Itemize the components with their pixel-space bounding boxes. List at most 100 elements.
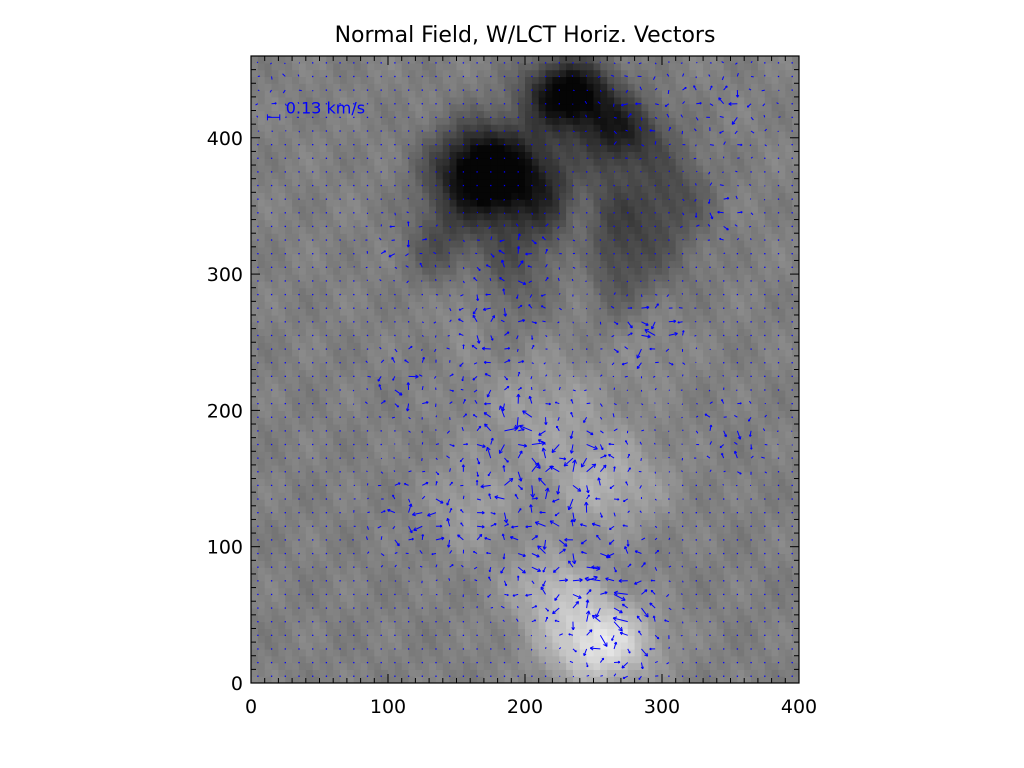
heatmap-cell — [435, 614, 444, 623]
heatmap-cell — [305, 410, 314, 418]
heatmap-cell — [442, 553, 451, 561]
heatmap-cell — [271, 110, 279, 118]
heatmap-cell — [518, 199, 526, 207]
heatmap-cell — [346, 621, 355, 630]
heatmap-cell — [312, 396, 321, 405]
heatmap-cell — [579, 253, 588, 262]
heatmap-cell — [353, 287, 362, 296]
heatmap-cell — [422, 594, 430, 602]
heatmap-cell — [566, 608, 574, 616]
heatmap-cell — [305, 430, 314, 439]
heatmap-cell — [579, 458, 588, 466]
heatmap-cell — [579, 212, 588, 221]
heatmap-cell — [305, 608, 314, 616]
heatmap-cell — [538, 424, 547, 432]
heatmap-cell — [326, 110, 334, 118]
heatmap-cell — [271, 212, 279, 221]
heatmap-cell — [511, 199, 519, 207]
heatmap-cell — [586, 110, 595, 118]
heatmap-cell — [497, 655, 506, 664]
heatmap-cell — [552, 621, 560, 630]
heatmap-cell — [566, 580, 574, 589]
heatmap-cell — [525, 444, 533, 452]
heatmap-cell — [264, 444, 273, 452]
heatmap-cell — [442, 260, 451, 268]
heatmap-cell — [552, 185, 560, 193]
heatmap-cell — [278, 628, 286, 636]
heatmap-cell — [456, 676, 464, 683]
heatmap-cell — [367, 328, 375, 337]
heatmap-cell — [483, 403, 492, 411]
heatmap-cell — [600, 662, 608, 670]
heatmap-cell — [572, 478, 581, 486]
heatmap-cell — [586, 280, 595, 289]
heatmap-cell — [504, 246, 512, 255]
heatmap-cell — [429, 417, 437, 425]
heatmap-cell — [415, 458, 423, 466]
heatmap-cell — [298, 158, 307, 166]
heatmap-cell — [525, 594, 533, 602]
heatmap-cell — [572, 424, 581, 432]
heatmap-cell — [401, 219, 410, 227]
heatmap-cell — [251, 628, 259, 636]
heatmap-cell — [388, 144, 396, 153]
heatmap-cell — [566, 158, 574, 166]
heatmap-cell — [312, 587, 321, 596]
heatmap-cell — [442, 199, 451, 207]
heatmap-cell — [340, 594, 348, 602]
heatmap-cell — [319, 642, 327, 650]
heatmap-cell — [572, 342, 581, 350]
heatmap-cell — [429, 553, 437, 561]
heatmap-cell — [538, 165, 547, 173]
heatmap-cell — [593, 512, 601, 521]
heatmap-cell — [367, 396, 375, 405]
heatmap-cell — [257, 335, 266, 343]
heatmap-cell — [271, 601, 279, 609]
heatmap-cell — [435, 124, 444, 132]
heatmap-cell — [442, 219, 451, 227]
heatmap-cell — [586, 621, 595, 630]
heatmap-cell — [442, 498, 451, 507]
heatmap-cell — [292, 205, 300, 214]
heatmap-cell — [579, 314, 588, 323]
heatmap-cell — [429, 171, 437, 180]
heatmap-cell — [552, 240, 560, 248]
heatmap-cell — [353, 648, 362, 657]
heatmap-cell — [251, 335, 259, 343]
heatmap-cell — [579, 267, 588, 275]
heatmap-cell — [292, 608, 300, 616]
heatmap-cell — [312, 655, 321, 664]
heatmap-cell — [415, 601, 423, 609]
heatmap-cell — [470, 267, 478, 275]
heatmap-cell — [353, 580, 362, 589]
heatmap-cell — [463, 144, 471, 153]
heatmap-cell — [326, 376, 334, 384]
heatmap-cell — [298, 676, 307, 683]
heatmap-cell — [326, 560, 334, 568]
heatmap-cell — [257, 83, 266, 91]
heatmap-cell — [490, 355, 499, 364]
heatmap-cell — [422, 205, 430, 214]
heatmap-cell — [374, 539, 382, 548]
heatmap-cell — [278, 226, 286, 234]
heatmap-cell — [449, 314, 458, 323]
heatmap-cell — [381, 533, 389, 541]
heatmap-cell — [449, 376, 458, 384]
heatmap-cell — [305, 642, 314, 650]
heatmap-cell — [586, 417, 595, 425]
heatmap-cell — [600, 96, 608, 105]
heatmap-cell — [600, 417, 608, 425]
heatmap-cell — [477, 389, 485, 398]
heatmap-cell — [312, 417, 321, 425]
heatmap-cell — [559, 355, 567, 364]
heatmap-cell — [477, 274, 485, 282]
heatmap-cell — [449, 165, 458, 173]
heatmap-cell — [285, 594, 293, 602]
heatmap-cell — [360, 124, 369, 132]
heatmap-cell — [566, 253, 574, 262]
heatmap-cell — [586, 151, 595, 159]
heatmap-cell — [305, 144, 314, 153]
heatmap-cell — [572, 76, 581, 84]
heatmap-cell — [559, 165, 567, 173]
heatmap-cell — [593, 396, 601, 405]
